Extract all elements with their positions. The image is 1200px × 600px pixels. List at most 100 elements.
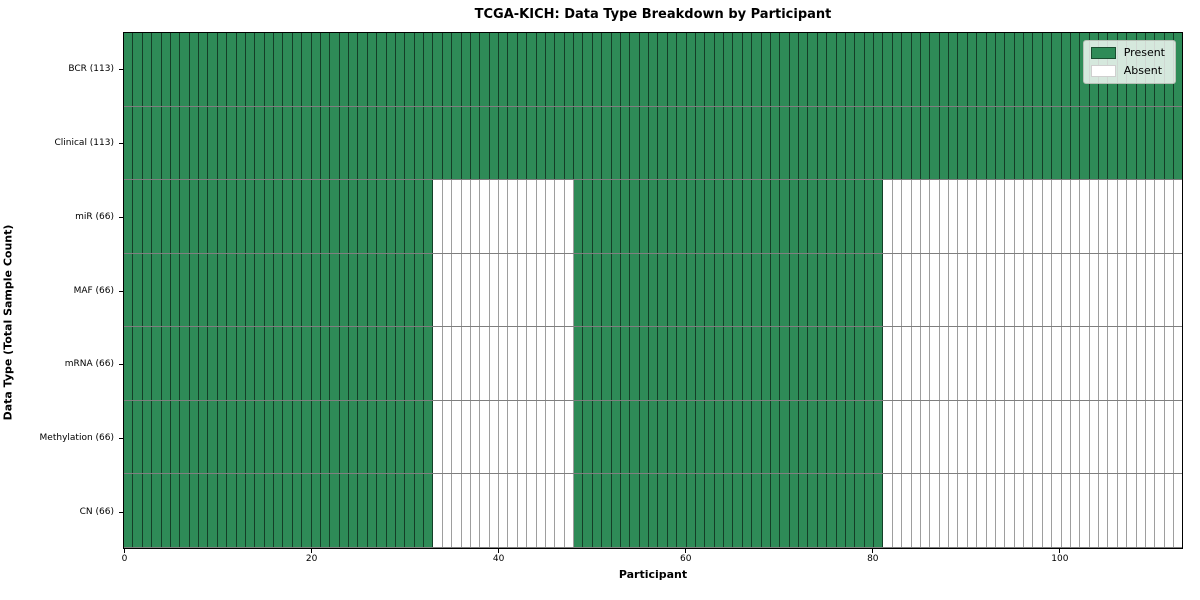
heatmap-cell (724, 253, 734, 327)
heatmap-row-mRNA (124, 327, 1183, 401)
heatmap-cell (677, 400, 687, 474)
heatmap-cell (611, 327, 621, 400)
heatmap-cell (836, 253, 846, 327)
heatmap-cell (395, 180, 406, 253)
heatmap-cell (583, 474, 593, 548)
heatmap-cell (264, 253, 274, 327)
heatmap-cell (414, 327, 424, 400)
heatmap-cell (1070, 327, 1081, 400)
heatmap-cell (1108, 253, 1118, 327)
heatmap-cell (1099, 400, 1109, 474)
heatmap-cell (311, 180, 321, 253)
heatmap-cell (189, 253, 199, 327)
heatmap-cell (236, 327, 246, 400)
heatmap-cell (724, 106, 734, 180)
heatmap-cell (1033, 327, 1043, 400)
heatmap-cell (1005, 253, 1015, 327)
heatmap-cell (1014, 33, 1024, 106)
heatmap-cell (977, 327, 987, 400)
heatmap-cell (658, 327, 668, 400)
heatmap-cell (1117, 106, 1128, 180)
heatmap-cell (1174, 33, 1183, 106)
heatmap-cell (611, 474, 621, 548)
heatmap-cell (1174, 106, 1183, 180)
heatmap-cell (630, 327, 640, 400)
heatmap-cell (470, 180, 481, 253)
heatmap-cell (274, 327, 284, 400)
heatmap-cell (545, 400, 556, 474)
heatmap-cell (1145, 474, 1156, 548)
heatmap-cell (602, 400, 612, 474)
heatmap-cell (124, 253, 134, 327)
heatmap-cell (592, 253, 603, 327)
heatmap-cell (124, 33, 134, 106)
heatmap-cell (452, 180, 462, 253)
heatmap-cell (349, 33, 359, 106)
heatmap-cell (1127, 253, 1137, 327)
heatmap-cell (1061, 33, 1071, 106)
heatmap-cell (874, 327, 884, 400)
heatmap-cell (1174, 474, 1183, 548)
heatmap-cell (592, 180, 603, 253)
heatmap-cell (170, 180, 181, 253)
heatmap-cell (789, 106, 799, 180)
heatmap-cell (836, 474, 846, 548)
heatmap-cell (1164, 327, 1174, 400)
heatmap-cell (686, 253, 696, 327)
heatmap-cell (358, 474, 368, 548)
heatmap-cell (161, 106, 171, 180)
heatmap-cell (358, 33, 368, 106)
heatmap-cell (367, 180, 378, 253)
heatmap-cell (930, 474, 940, 548)
heatmap-cell (292, 327, 303, 400)
heatmap-cell (1080, 327, 1090, 400)
heatmap-cell (1070, 33, 1081, 106)
heatmap-cell (1099, 327, 1109, 400)
heatmap-cell (405, 253, 415, 327)
heatmap-cell (170, 474, 181, 548)
heatmap-cell (583, 106, 593, 180)
heatmap-cell (405, 180, 415, 253)
heatmap-cell (864, 327, 874, 400)
heatmap-cell (705, 327, 715, 400)
heatmap-cell (208, 400, 218, 474)
x-tick-mark (124, 549, 125, 553)
heatmap-cell (902, 106, 912, 180)
heatmap-cell (217, 253, 228, 327)
heatmap-cell (611, 400, 621, 474)
heatmap-cell (499, 253, 509, 327)
heatmap-cell (1005, 33, 1015, 106)
heatmap-cell (236, 106, 246, 180)
heatmap-cell (1070, 400, 1081, 474)
heatmap-cell (367, 400, 378, 474)
heatmap-cell (414, 106, 424, 180)
heatmap-cell (724, 400, 734, 474)
legend: Present Absent (1082, 40, 1176, 84)
heatmap-cell (986, 253, 996, 327)
heatmap-cell (358, 327, 368, 400)
heatmap-cell (208, 253, 218, 327)
heatmap-cell (480, 400, 490, 474)
heatmap-cell (592, 33, 603, 106)
heatmap-cell (855, 106, 865, 180)
heatmap-cell (602, 253, 612, 327)
heatmap-cell (358, 180, 368, 253)
heatmap-cell (330, 180, 340, 253)
heatmap-cell (489, 400, 499, 474)
heatmap-cell (855, 253, 865, 327)
heatmap-cell (742, 33, 753, 106)
heatmap-cell (911, 400, 921, 474)
heatmap-cell (855, 33, 865, 106)
heatmap-cell (1164, 180, 1174, 253)
heatmap-cell (508, 33, 518, 106)
heatmap-cell (377, 180, 387, 253)
heatmap-cell (536, 253, 546, 327)
heatmap-cell (799, 327, 809, 400)
heatmap-cell (920, 327, 931, 400)
heatmap-cell (705, 400, 715, 474)
heatmap-cell (874, 33, 884, 106)
x-tick-mark (685, 549, 687, 553)
heatmap-cell (611, 106, 621, 180)
heatmap-cell (1080, 400, 1090, 474)
heatmap-cell (180, 253, 190, 327)
